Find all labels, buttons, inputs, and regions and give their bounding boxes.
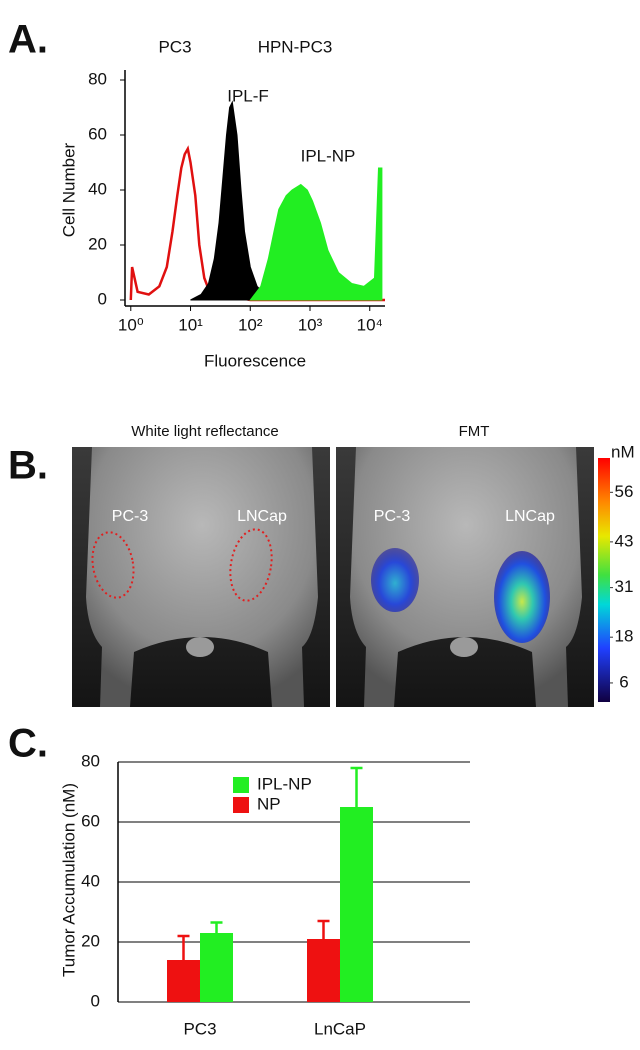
legend-label: NP (257, 794, 281, 813)
x-tick-label: LnCaP (314, 1019, 366, 1038)
panel-letter: C. (8, 722, 48, 766)
panel-letter: B. (8, 444, 48, 488)
x-tick-label: 10⁴ (357, 315, 383, 334)
photo-title: FMT (459, 423, 490, 440)
colorbar-tick-label: 18 (615, 627, 634, 646)
bar (200, 933, 233, 1002)
histogram-area (249, 167, 383, 301)
y-tick-label: 20 (88, 234, 107, 253)
x-tick-label: 10⁰ (118, 315, 144, 334)
y-tick-label: 60 (88, 124, 107, 143)
x-tick-label: 10² (238, 315, 263, 334)
bar (307, 939, 340, 1002)
colorbar-tick-label: 56 (615, 482, 634, 501)
photo-label: LNCap (237, 508, 287, 525)
bar (340, 807, 373, 1002)
annotation: PC3 (158, 37, 191, 56)
x-tick-label: PC3 (183, 1019, 216, 1038)
y-tick-label: 0 (91, 991, 100, 1010)
x-tick-label: 10¹ (178, 315, 203, 334)
colorbar-unit: nM (611, 442, 635, 461)
panel-letter: A. (8, 18, 48, 62)
y-tick-label: 80 (88, 69, 107, 88)
photo-title: White light reflectance (131, 423, 279, 440)
series-label: IPL-NP (301, 146, 356, 165)
x-axis-label: Fluorescence (204, 351, 306, 370)
x-tick-label: 10³ (298, 315, 323, 334)
y-tick-label: 0 (98, 289, 107, 308)
photo-right (336, 447, 594, 707)
legend-swatch (233, 777, 249, 793)
y-tick-label: 20 (81, 931, 100, 950)
colorbar-tick-label: 31 (615, 577, 634, 596)
bar (167, 960, 200, 1002)
error-bar (350, 766, 363, 807)
photo-label: LNCap (505, 508, 555, 525)
series-label: IPL-F (227, 86, 269, 105)
photo-label: PC-3 (112, 508, 149, 525)
histogram-line (129, 145, 385, 302)
colorbar (598, 458, 610, 702)
annotation: HPN-PC3 (258, 37, 333, 56)
photo-left (72, 447, 330, 707)
y-tick-label: 40 (81, 871, 100, 890)
y-tick-label: 60 (81, 811, 100, 830)
error-bar (210, 921, 223, 933)
y-axis-label: Cell Number (59, 142, 78, 237)
legend-swatch (233, 797, 249, 813)
y-tick-label: 40 (88, 179, 107, 198)
y-axis-label: Tumor Accumulation (nM) (59, 783, 78, 977)
error-bar (317, 919, 330, 939)
colorbar-tick-label: 43 (615, 531, 634, 550)
y-tick-label: 80 (81, 751, 100, 770)
error-bar (177, 934, 190, 960)
photo-label: PC-3 (374, 508, 411, 525)
legend-label: IPL-NP (257, 774, 312, 793)
colorbar-tick-label: 6 (619, 672, 628, 691)
